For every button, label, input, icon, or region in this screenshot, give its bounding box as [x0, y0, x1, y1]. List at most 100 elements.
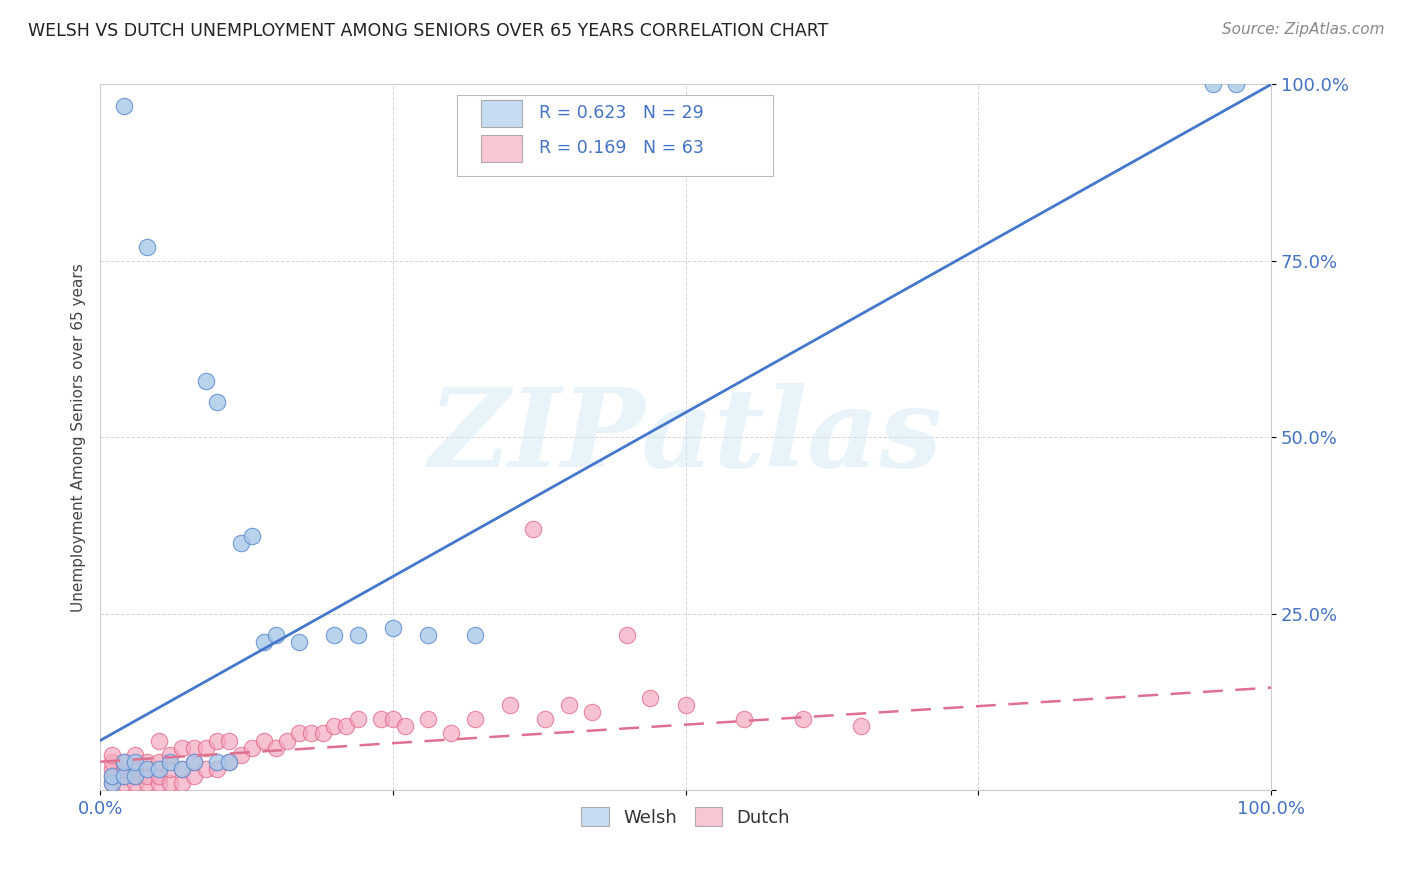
Point	[218, 733, 240, 747]
FancyBboxPatch shape	[481, 135, 522, 161]
FancyBboxPatch shape	[481, 100, 522, 127]
Point	[205, 762, 228, 776]
Point	[136, 755, 159, 769]
Point	[464, 712, 486, 726]
Point	[183, 740, 205, 755]
Point	[240, 529, 263, 543]
Point	[112, 776, 135, 790]
Point	[218, 755, 240, 769]
Point	[101, 762, 124, 776]
Text: R = 0.623   N = 29: R = 0.623 N = 29	[540, 104, 704, 122]
Point	[205, 755, 228, 769]
Legend: Welsh, Dutch: Welsh, Dutch	[574, 799, 797, 834]
Point	[112, 769, 135, 783]
Point	[101, 776, 124, 790]
Point	[792, 712, 814, 726]
Point	[640, 691, 662, 706]
Point	[124, 747, 146, 762]
Point	[172, 762, 194, 776]
Point	[299, 726, 322, 740]
Text: ZIPatlas: ZIPatlas	[429, 384, 942, 491]
Point	[124, 769, 146, 783]
Point	[288, 634, 311, 648]
Point	[136, 769, 159, 783]
Point	[124, 755, 146, 769]
Point	[229, 536, 252, 550]
Point	[218, 755, 240, 769]
Point	[136, 776, 159, 790]
Point	[335, 719, 357, 733]
Point	[124, 762, 146, 776]
Point	[101, 755, 124, 769]
Point	[264, 740, 287, 755]
Point	[194, 740, 217, 755]
Point	[323, 719, 346, 733]
Point	[394, 719, 416, 733]
Point	[159, 762, 181, 776]
Point	[205, 395, 228, 409]
Point	[172, 740, 194, 755]
FancyBboxPatch shape	[457, 95, 773, 176]
Point	[159, 755, 181, 769]
Point	[416, 628, 439, 642]
Point	[581, 706, 603, 720]
Point	[522, 522, 544, 536]
Point	[124, 769, 146, 783]
Point	[148, 755, 170, 769]
Point	[675, 698, 697, 713]
Point	[101, 769, 124, 783]
Point	[172, 776, 194, 790]
Point	[101, 769, 124, 783]
Text: WELSH VS DUTCH UNEMPLOYMENT AMONG SENIORS OVER 65 YEARS CORRELATION CHART: WELSH VS DUTCH UNEMPLOYMENT AMONG SENIOR…	[28, 22, 828, 40]
Point	[101, 776, 124, 790]
Point	[311, 726, 333, 740]
Point	[183, 755, 205, 769]
Point	[148, 776, 170, 790]
Point	[229, 747, 252, 762]
Point	[112, 769, 135, 783]
Point	[205, 733, 228, 747]
Point	[136, 762, 159, 776]
Point	[616, 628, 638, 642]
Point	[499, 698, 522, 713]
Point	[1201, 78, 1223, 92]
Point	[288, 726, 311, 740]
Point	[183, 769, 205, 783]
Point	[253, 634, 276, 648]
Point	[370, 712, 392, 726]
Point	[148, 733, 170, 747]
Point	[112, 755, 135, 769]
Point	[416, 712, 439, 726]
Point	[264, 628, 287, 642]
Point	[851, 719, 873, 733]
Point	[124, 776, 146, 790]
Point	[346, 712, 368, 726]
Text: Source: ZipAtlas.com: Source: ZipAtlas.com	[1222, 22, 1385, 37]
Point	[194, 374, 217, 388]
Point	[112, 755, 135, 769]
Point	[733, 712, 755, 726]
Point	[253, 733, 276, 747]
Point	[440, 726, 463, 740]
Point	[148, 762, 170, 776]
Point	[148, 769, 170, 783]
Point	[1225, 78, 1247, 92]
Point	[136, 240, 159, 254]
Point	[159, 776, 181, 790]
Point	[112, 762, 135, 776]
Point	[194, 762, 217, 776]
Point	[172, 762, 194, 776]
Point	[534, 712, 557, 726]
Point	[240, 740, 263, 755]
Point	[323, 628, 346, 642]
Point	[381, 621, 404, 635]
Point	[557, 698, 579, 713]
Point	[346, 628, 368, 642]
Point	[276, 733, 298, 747]
Point	[381, 712, 404, 726]
Point	[112, 98, 135, 112]
Y-axis label: Unemployment Among Seniors over 65 years: Unemployment Among Seniors over 65 years	[72, 263, 86, 612]
Text: R = 0.169   N = 63: R = 0.169 N = 63	[540, 139, 704, 157]
Point	[464, 628, 486, 642]
Point	[159, 747, 181, 762]
